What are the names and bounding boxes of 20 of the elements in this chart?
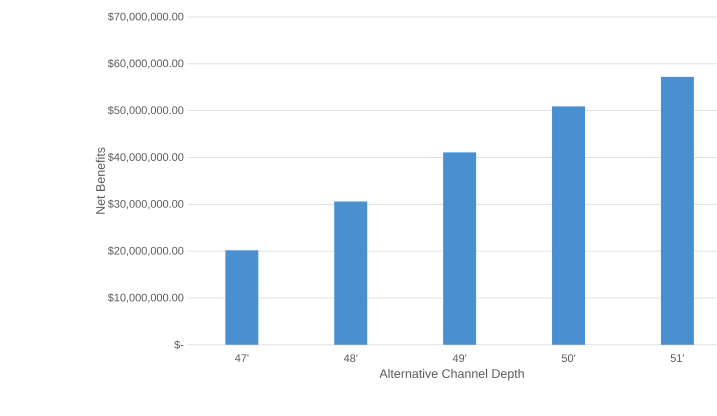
x-axis-title: Alternative Channel Depth bbox=[379, 369, 524, 381]
bar bbox=[552, 106, 586, 345]
x-tick-label: 47' bbox=[234, 354, 248, 362]
bar bbox=[334, 202, 368, 345]
bar bbox=[660, 77, 694, 345]
y-tick-label: $70,000,000.00 bbox=[108, 12, 184, 22]
y-tick-label: $20,000,000.00 bbox=[108, 246, 184, 256]
y-tick-label: $30,000,000.00 bbox=[108, 200, 184, 210]
y-tick-label: $- bbox=[174, 340, 184, 350]
y-tick-label: $40,000,000.00 bbox=[108, 152, 184, 162]
y-tick-label: $60,000,000.00 bbox=[108, 59, 184, 69]
x-tick-label: 51' bbox=[670, 354, 684, 362]
x-tick-label: 50' bbox=[562, 354, 576, 362]
x-tick-label: 49' bbox=[452, 354, 466, 362]
y-tick-label: $50,000,000.00 bbox=[108, 106, 184, 116]
bar bbox=[443, 152, 476, 345]
y-tick-label: $10,000,000.00 bbox=[108, 293, 184, 303]
x-tick-label: 48' bbox=[344, 354, 358, 362]
y-axis-title: Net Benefits bbox=[96, 148, 105, 214]
bar bbox=[225, 250, 258, 345]
